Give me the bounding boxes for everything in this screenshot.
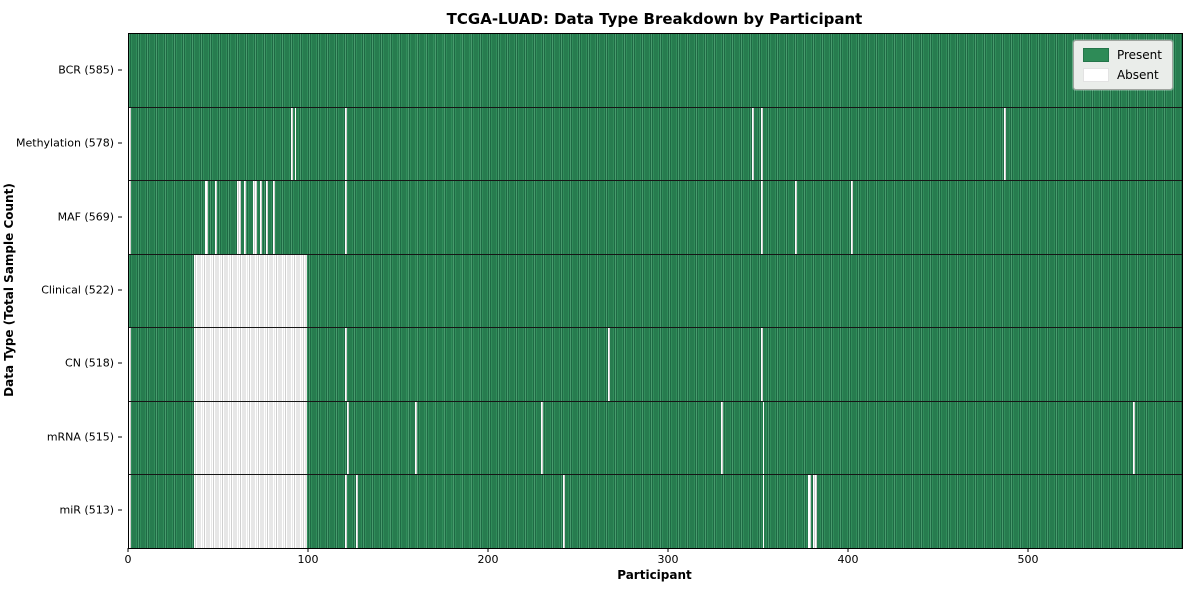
y-tick-label-mir: miR (513) [59, 503, 115, 517]
x-tick-mark [307, 548, 309, 552]
x-tick-label-200: 200 [477, 553, 499, 566]
absent-stripe [129, 328, 131, 401]
absent-stripe [206, 181, 209, 254]
absent-stripe [193, 401, 308, 475]
plot-area: Present Absent [128, 33, 1183, 549]
absent-stripe [273, 181, 275, 254]
absent-stripe [1003, 107, 1006, 181]
absent-stripe [129, 181, 131, 254]
absent-stripe [345, 475, 347, 549]
absent-stripe [562, 475, 565, 549]
y-tick-mark [118, 509, 122, 511]
absent-stripe [415, 401, 417, 475]
x-axis-label: Participant [617, 568, 692, 582]
absent-stripe [129, 107, 131, 181]
absent-stripe [795, 181, 797, 254]
x-tick-mark [487, 548, 489, 552]
x-tick-label-100: 100 [297, 553, 319, 566]
absent-stripe [807, 475, 810, 549]
absent-stripe [813, 475, 815, 549]
absent-stripe [850, 181, 853, 254]
absent-stripe [129, 401, 131, 475]
x-tick-mark [1027, 548, 1029, 552]
legend-present-label: Present [1116, 48, 1162, 62]
row-mrna [129, 401, 1182, 476]
absent-swatch-icon [1082, 68, 1109, 82]
y-tick-label-clinical: Clinical (522) [41, 283, 114, 297]
y-tick-mark [118, 436, 122, 438]
row-methylation [129, 107, 1182, 182]
absent-stripe [193, 328, 308, 401]
y-tick-labels: BCR (585) Methylation (578) MAF (569) Clini… [0, 33, 122, 547]
x-tick-mark [127, 548, 129, 552]
absent-stripe [193, 475, 308, 549]
absent-stripe [762, 475, 765, 549]
absent-stripe [238, 181, 241, 254]
absent-stripe [809, 475, 812, 549]
legend-absent-label: Absent [1116, 68, 1159, 82]
absent-stripe [260, 181, 263, 254]
y-tick-label-bcr: BCR (585) [58, 63, 114, 77]
y-tick-mark [118, 216, 122, 218]
absent-stripe [193, 254, 308, 328]
y-tick-label-methylation: Methylation (578) [16, 136, 114, 150]
absent-stripe [345, 107, 347, 181]
absent-stripe [721, 401, 723, 475]
absent-stripe [762, 401, 765, 475]
absent-stripe [291, 107, 293, 181]
row-bcr [129, 34, 1182, 108]
absent-stripe [760, 328, 763, 401]
absent-stripe [345, 181, 347, 254]
legend-item-absent: Absent [1082, 68, 1162, 82]
absent-stripe [237, 181, 239, 254]
absent-stripe [607, 328, 610, 401]
y-tick-mark [118, 142, 122, 144]
absent-stripe [265, 181, 268, 254]
chart-title: TCGA-LUAD: Data Type Breakdown by Partic… [446, 10, 863, 28]
y-tick-label-mrna: mRNA (515) [46, 430, 114, 444]
y-tick-label-maf: MAF (569) [57, 210, 114, 224]
y-tick-mark [118, 289, 122, 291]
absent-stripe [215, 181, 218, 254]
row-clinical [129, 254, 1182, 329]
row-cn [129, 328, 1182, 402]
y-tick-mark [118, 362, 122, 364]
absent-stripe [355, 475, 358, 549]
absent-stripe [1133, 401, 1136, 475]
absent-stripe [345, 328, 347, 401]
x-tick-label-300: 300 [657, 553, 679, 566]
absent-stripe [541, 401, 543, 475]
row-mir [129, 475, 1182, 549]
x-tick-area: 0 100 200 300 400 500 [124, 548, 1181, 568]
absent-stripe [814, 475, 817, 549]
y-tick-label-cn: CN (518) [65, 356, 114, 370]
absent-stripe [244, 181, 246, 254]
absent-stripe [346, 401, 349, 475]
absent-stripe [294, 107, 297, 181]
x-tick-label-400: 400 [837, 553, 859, 566]
absent-stripe [129, 475, 131, 549]
absent-stripe [760, 107, 763, 181]
x-tick-label-500: 500 [1017, 553, 1039, 566]
present-swatch-icon [1082, 48, 1109, 62]
x-tick-label-0: 0 [124, 553, 132, 566]
absent-stripe [253, 181, 255, 254]
y-tick-mark [118, 69, 122, 71]
legend: Present Absent [1072, 40, 1173, 90]
absent-stripe [204, 181, 207, 254]
row-maf [129, 181, 1182, 255]
absent-stripe [760, 181, 763, 254]
absent-stripe [255, 181, 257, 254]
legend-item-present: Present [1082, 48, 1162, 62]
absent-stripe [751, 107, 754, 181]
x-tick-mark [847, 548, 849, 552]
x-tick-mark [667, 548, 669, 552]
